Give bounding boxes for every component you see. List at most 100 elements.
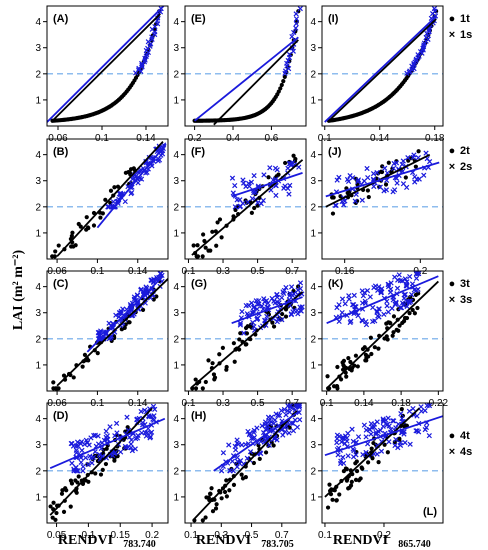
point-t [243,474,248,480]
point-s [138,287,144,293]
point-s [413,275,420,281]
point-s [423,150,429,156]
point-s [410,405,416,412]
y-tick-label: 4 [310,282,316,293]
panel-label: (L) [423,506,437,518]
point-t [368,335,373,340]
point-t [416,149,421,154]
point-s [249,300,255,306]
point-s [283,284,289,291]
point-t [372,345,377,350]
point-s [344,435,350,441]
point-t [369,446,374,451]
point-s [107,424,113,430]
point-s [261,172,267,178]
point-t [69,233,74,239]
point-s [422,426,428,433]
point-t [210,229,215,234]
point-s [265,300,271,306]
point-s [400,158,406,164]
point-t [86,358,91,363]
point-t [51,500,56,505]
point-s [69,441,75,447]
point-s [280,432,286,438]
point-s [341,202,347,208]
point-s [375,313,381,319]
point-s [338,458,344,464]
point-t [61,509,67,514]
point-s [407,273,413,280]
point-s [220,450,227,456]
point-t [337,492,342,497]
y-axis-title: LAI (m² m⁻²) [11,250,26,331]
point-s [426,403,433,409]
y-tick-label: 4 [173,150,179,161]
x-tick-label: 0.2 [145,530,159,541]
point-t [123,170,128,175]
y-tick-label: 4 [35,282,41,293]
point-s [95,441,102,447]
point-s [413,58,419,64]
panel-frame [321,138,444,260]
point-t [193,386,199,391]
point-s [290,428,297,434]
point-t [397,323,402,328]
panel-frame [321,402,444,524]
legend-label: 4s [460,446,472,458]
point-s [384,298,390,304]
legend-cross-symbol: × [449,29,455,41]
point-s [286,191,292,197]
point-t [123,322,128,327]
point-s [386,423,392,429]
point-t [349,479,354,484]
plot-area [47,6,168,123]
fit-line-s [47,6,165,123]
y-tick-label: 4 [310,414,316,425]
point-t [115,184,121,189]
point-s [126,434,133,440]
point-s [266,418,273,424]
point-s [253,189,259,195]
point-s [405,155,411,161]
point-t [348,359,353,365]
point-s [276,412,283,419]
point-s [380,423,386,429]
point-t [353,461,358,466]
point-t [341,364,347,369]
point-t [215,220,220,225]
legend-cross-symbol: × [449,294,455,306]
point-s [143,433,149,439]
point-s [78,441,84,447]
point-s [239,308,245,315]
point-t [391,330,396,335]
point-s [378,288,384,294]
point-t [394,327,399,332]
x-tick-label: 0.3 [214,530,228,541]
point-s [237,197,243,203]
point-s [364,287,371,294]
point-s [232,443,238,450]
point-s [407,298,413,304]
point-s [411,412,417,418]
point-s [74,439,81,445]
point-s [287,290,293,297]
y-tick-label: 2 [35,466,41,477]
point-t [239,472,244,477]
point-t [291,153,296,158]
point-t [86,479,91,484]
y-tick-label: 2 [35,334,41,345]
point-s [282,429,288,435]
point-s [345,430,351,437]
point-s [266,442,272,448]
point-t [404,315,410,321]
point-t [410,307,415,313]
point-t [335,364,340,370]
point-s [129,176,136,182]
point-s [275,412,281,418]
point-t [51,380,56,385]
point-t [353,353,359,358]
point-s [401,431,407,437]
x-axis-subscript: 783.705 [261,539,294,550]
y-tick-label: 3 [173,308,179,319]
